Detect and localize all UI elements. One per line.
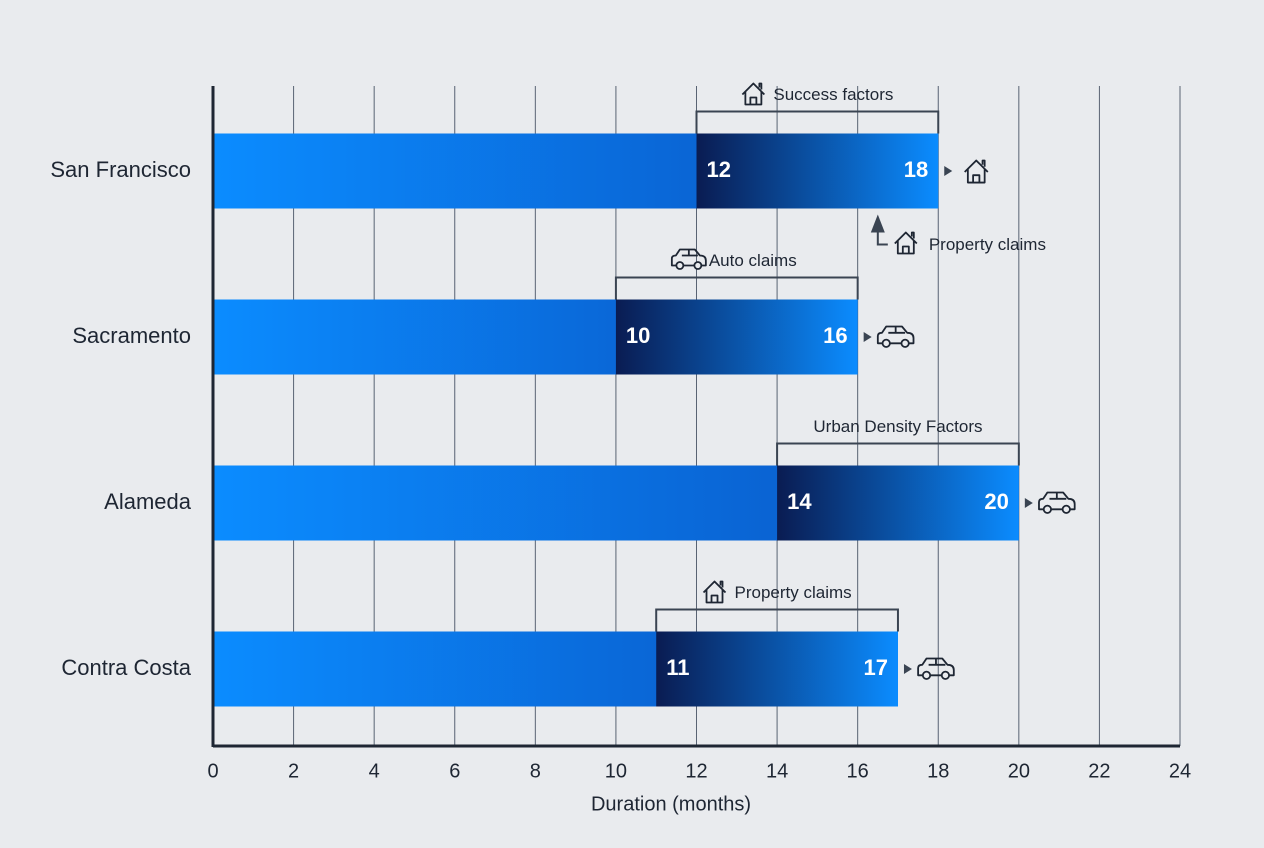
annotation: Urban Density Factors: [813, 417, 982, 436]
x-tick-label: 4: [369, 760, 380, 782]
end-arrow: [1024, 498, 1033, 508]
bracket: [655, 608, 899, 632]
x-tick-label: 14: [766, 760, 788, 782]
value-label: 20: [984, 489, 1008, 514]
category-label: San Francisco: [50, 157, 191, 182]
end-arrow: [944, 166, 953, 176]
car-icon: [917, 657, 955, 680]
callout-arrow: [870, 214, 885, 233]
house-icon: [741, 82, 766, 106]
bracket: [614, 276, 859, 300]
category-label: Alameda: [104, 489, 192, 514]
x-tick-label: 24: [1169, 760, 1191, 782]
x-tick-label: 6: [449, 760, 460, 782]
annotation: Success factors: [773, 85, 893, 104]
bar-segment: [615, 299, 858, 375]
car-icon: [876, 325, 915, 348]
category-label: Sacramento: [72, 323, 191, 348]
category-label: Contra Costa: [61, 655, 191, 680]
end-arrow: [863, 332, 872, 342]
x-tick-label: 18: [927, 760, 949, 782]
car-icon: [670, 248, 707, 270]
callout-line: [876, 232, 888, 246]
bracket: [695, 110, 940, 134]
end-arrow: [903, 664, 912, 674]
x-tick-label: 22: [1088, 760, 1110, 782]
value-label: 18: [904, 157, 928, 182]
annotation: Auto claims: [709, 251, 797, 270]
car-icon: [1038, 491, 1076, 514]
bracket: [776, 442, 1020, 466]
value-label: 11: [666, 655, 689, 680]
annotation: Property claims: [735, 583, 852, 602]
bar-segment: [696, 133, 939, 209]
value-label: 16: [823, 323, 847, 348]
bar-segment: [777, 465, 1019, 541]
bar-segment: [656, 631, 898, 707]
x-tick-label: 8: [530, 760, 541, 782]
value-label: 12: [707, 157, 731, 182]
value-label: 14: [787, 489, 812, 514]
house-icon: [964, 159, 989, 184]
house-icon: [702, 580, 727, 604]
house-icon: [894, 231, 918, 255]
x-tick-label: 20: [1008, 760, 1030, 782]
x-tick-label: 16: [847, 760, 869, 782]
x-tick-label: 10: [605, 760, 627, 782]
value-label: 10: [626, 323, 650, 348]
x-tick-label: 12: [685, 760, 707, 782]
x-tick-label: 2: [288, 760, 299, 782]
x-axis-title: Duration (months): [591, 793, 751, 815]
value-label: 17: [863, 655, 887, 680]
x-tick-label: 0: [207, 760, 218, 782]
callout-label: Property claims: [929, 235, 1046, 254]
